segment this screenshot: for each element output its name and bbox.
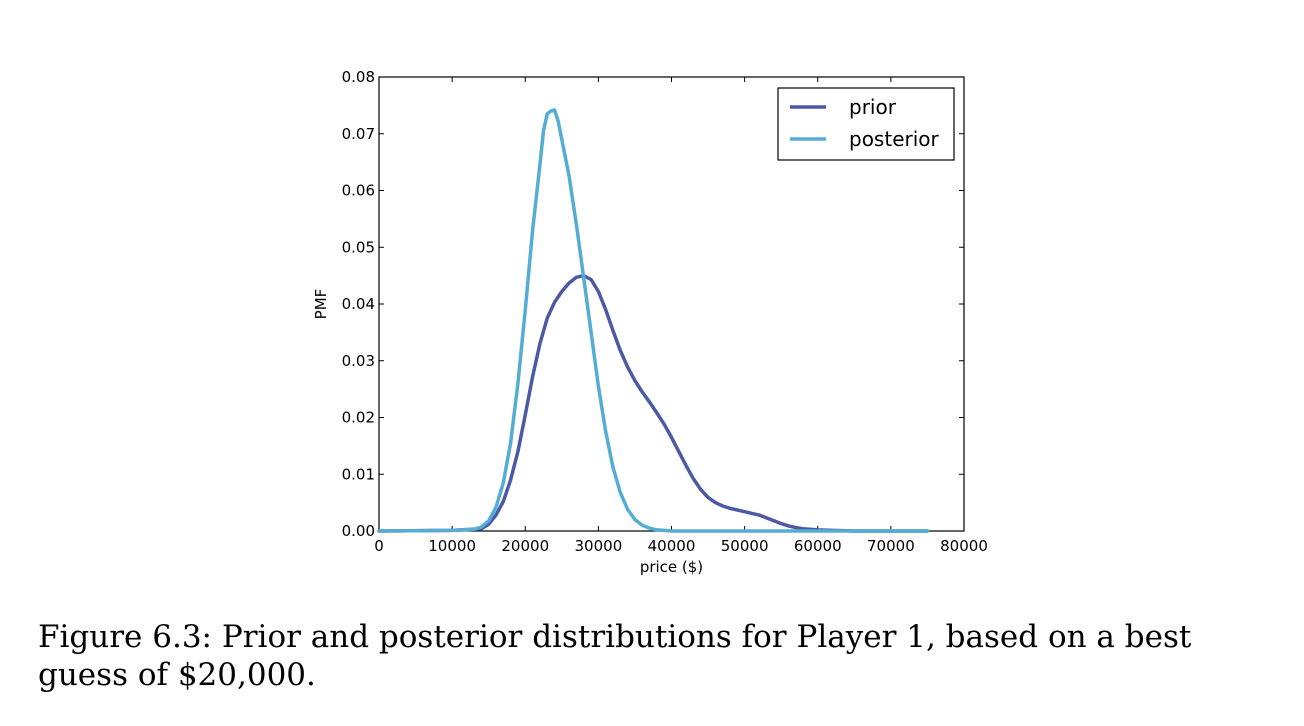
x-tick-label: 20000 (501, 537, 549, 555)
chart: 0.00 0.01 0.02 0.03 0.04 0.05 0.06 0.07 0.08 0 10… (312, 68, 988, 576)
figure-caption: Figure 6.3: Prior and posterior distribu… (38, 619, 1192, 693)
x-axis-label: price ($) (640, 558, 703, 576)
y-tick-label: 0.03 (342, 352, 375, 370)
y-tick-label: 0.07 (342, 125, 375, 143)
y-tick-labels: 0.00 0.01 0.02 0.03 0.04 0.05 0.06 0.07 0.08 (342, 68, 375, 540)
x-tick-label: 70000 (867, 537, 915, 555)
y-tick-label: 0.05 (342, 238, 375, 256)
x-tick-label: 0 (374, 537, 384, 555)
x-tick-label: 50000 (721, 537, 769, 555)
y-tick-label: 0.08 (342, 68, 375, 86)
series-line-prior (377, 273, 930, 533)
x-tick-label: 30000 (575, 537, 623, 555)
legend-label-prior: prior (849, 95, 897, 119)
y-axis-label: PMF (312, 289, 330, 320)
series-lines (377, 108, 930, 533)
legend-box (777, 87, 955, 161)
series-line-posterior (377, 108, 930, 533)
y-tick-label: 0.02 (342, 409, 375, 427)
y-tick-label: 0.06 (342, 182, 375, 200)
x-tick-label: 80000 (940, 537, 988, 555)
y-tick-label: 0.04 (342, 295, 375, 313)
y-tick-label: 0.00 (342, 522, 375, 540)
legend: prior posterior (777, 87, 955, 161)
x-tick-label: 10000 (428, 537, 476, 555)
x-tick-labels: 0 10000 20000 30000 40000 50000 60000 70000 8000… (374, 537, 988, 555)
plot-area (377, 76, 965, 533)
legend-label-posterior: posterior (849, 127, 940, 151)
x-tick-label: 60000 (794, 537, 842, 555)
y-tick-label: 0.01 (342, 465, 375, 483)
x-tick-label: 40000 (648, 537, 696, 555)
